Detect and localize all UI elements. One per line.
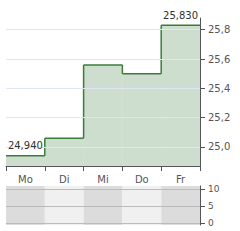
- svg-text:25,830: 25,830: [163, 10, 198, 21]
- svg-text:Do: Do: [135, 174, 149, 185]
- svg-text:0: 0: [208, 218, 214, 228]
- svg-text:Mo: Mo: [18, 174, 33, 185]
- svg-text:10: 10: [208, 184, 220, 194]
- svg-text:Fr: Fr: [176, 174, 186, 185]
- svg-text:5: 5: [208, 201, 214, 211]
- svg-text:25,6: 25,6: [208, 54, 230, 65]
- svg-text:25,0: 25,0: [208, 141, 230, 152]
- svg-text:25,8: 25,8: [208, 24, 230, 35]
- svg-text:25,4: 25,4: [208, 83, 230, 94]
- svg-text:24,940: 24,940: [8, 140, 43, 151]
- svg-text:Mi: Mi: [97, 174, 108, 185]
- svg-text:25,2: 25,2: [208, 112, 230, 123]
- svg-text:Di: Di: [59, 174, 69, 185]
